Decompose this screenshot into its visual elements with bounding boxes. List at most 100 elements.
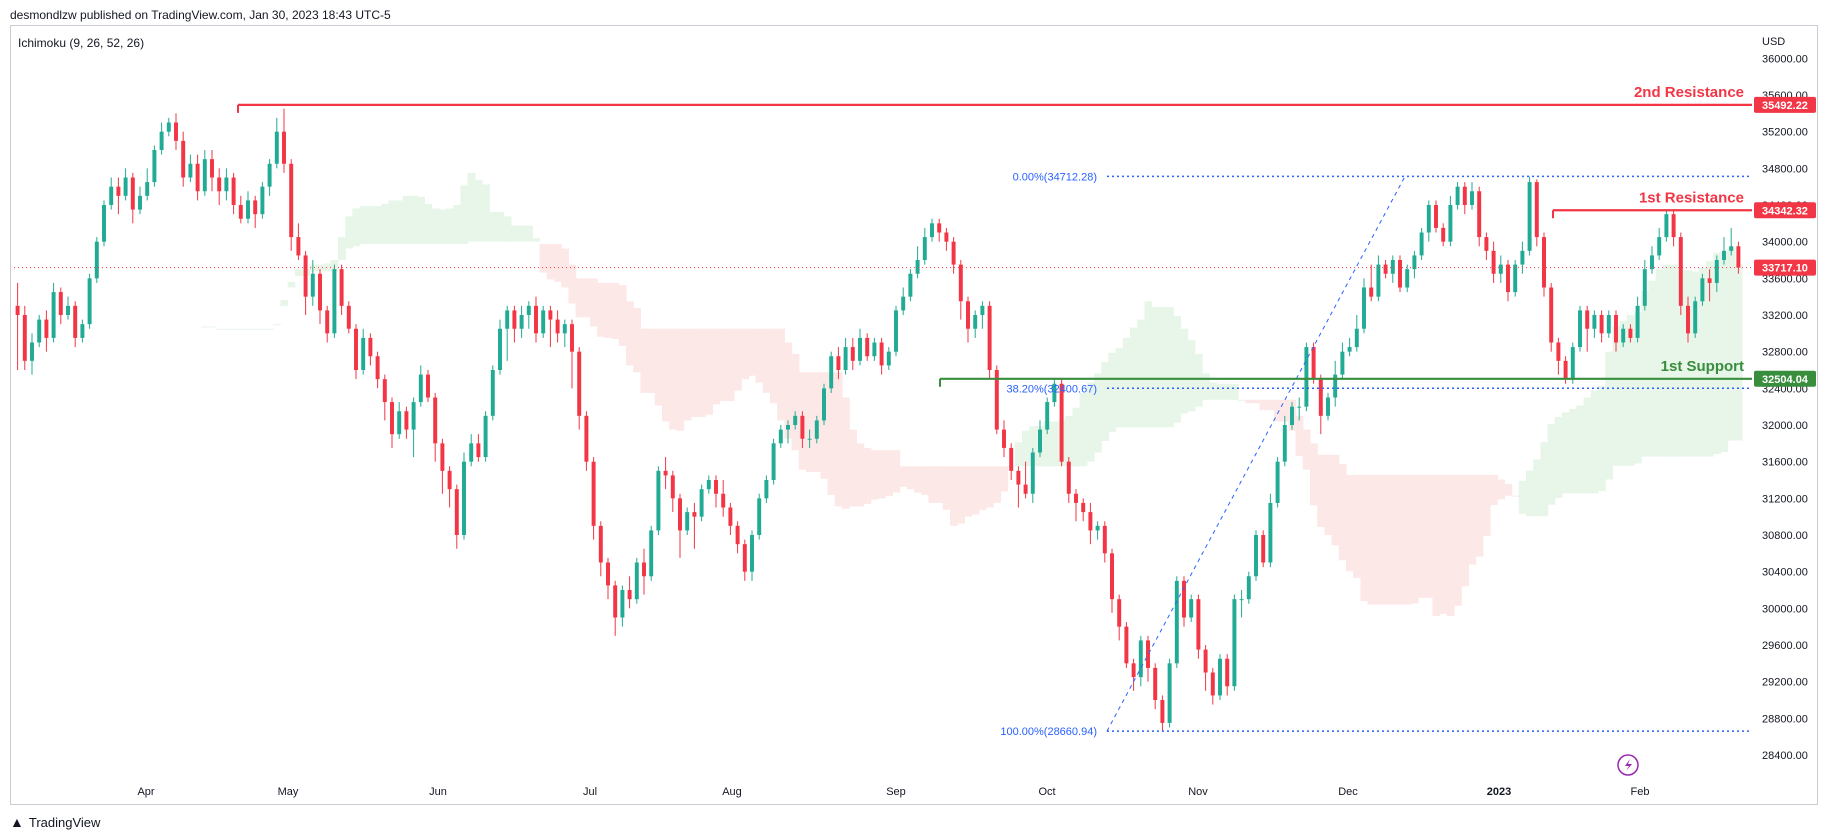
time-axis[interactable]: Apr May Jun Jul Aug Sep Oct Nov Dec 2023 Feb xyxy=(137,786,1649,798)
cloud-segment xyxy=(1252,399,1261,404)
price-tick-label: 33200.00 xyxy=(1762,310,1808,322)
candle-body xyxy=(238,205,243,219)
fibonacci-retracement[interactable]: 0.00%(34712.28) 38.20%(32400.67) 100.00%(2… xyxy=(1000,171,1750,738)
cloud-segment xyxy=(1526,470,1534,517)
price-tick-label: 35200.00 xyxy=(1762,127,1808,139)
candle-body xyxy=(66,305,70,315)
cloud-segment xyxy=(1094,373,1102,453)
price-axis[interactable]: 36000.0035600.0035200.0034800.0034400.00… xyxy=(1762,53,1808,762)
cloud-segment xyxy=(201,326,209,328)
cloud-segment xyxy=(1648,280,1657,457)
candle-body xyxy=(390,402,394,435)
candle-body xyxy=(303,255,308,297)
cloud-segment xyxy=(1454,474,1462,606)
cloud-segment xyxy=(921,466,929,495)
cloud-segment xyxy=(1396,474,1405,605)
candle-body xyxy=(1556,342,1561,361)
candle-body xyxy=(1426,205,1431,233)
cloud-segment xyxy=(266,328,274,330)
candle-body xyxy=(289,163,294,238)
candle-body xyxy=(598,525,603,563)
candle-body xyxy=(951,241,956,265)
candle-body xyxy=(850,347,855,361)
candle-body xyxy=(174,122,178,141)
candle-body xyxy=(807,438,812,440)
candle-body xyxy=(1441,227,1446,242)
candle-body xyxy=(339,269,344,306)
cloud-segment xyxy=(878,450,886,499)
candle-body xyxy=(1520,250,1525,265)
cloud-segment xyxy=(1590,390,1599,494)
cloud-segment xyxy=(604,282,613,338)
cloud-segment xyxy=(1130,327,1138,428)
candle-body xyxy=(512,310,517,329)
candle-body xyxy=(836,356,841,370)
candle-body xyxy=(318,273,322,311)
cloud-segment xyxy=(1698,268,1707,457)
cloud-segment xyxy=(618,285,627,346)
cloud-segment xyxy=(575,278,584,318)
candle-body xyxy=(152,150,157,183)
cloud-segment xyxy=(1346,474,1354,572)
support-resistance-levels[interactable]: 2nd Resistance 1st Resistance 1st Support xyxy=(14,84,1752,387)
indicator-label[interactable]: Ichimoku (9, 26, 52, 26) xyxy=(18,36,145,50)
candle-body xyxy=(858,337,862,361)
candle-body xyxy=(1311,347,1316,380)
cloud-segment xyxy=(1209,382,1217,400)
price-tick-label: 34000.00 xyxy=(1762,237,1808,249)
candle-body xyxy=(1189,599,1194,618)
cloud-segment xyxy=(1331,454,1340,546)
price-tag xyxy=(1754,202,1816,219)
fib-trend-line[interactable] xyxy=(1106,176,1406,732)
cloud-segment xyxy=(381,203,389,244)
cloud-segment xyxy=(352,208,361,247)
cloud-segment xyxy=(935,466,944,503)
cloud-segment xyxy=(1446,474,1455,617)
cloud-segment xyxy=(402,195,411,244)
candle-body xyxy=(685,512,690,531)
cloud-segment xyxy=(1360,474,1369,601)
time-tick-label: 2023 xyxy=(1487,786,1511,798)
time-tick-label: Nov xyxy=(1188,786,1208,798)
candle-body xyxy=(1722,250,1726,260)
candle-body xyxy=(1160,700,1165,723)
candle-body xyxy=(1462,186,1467,205)
flash-icon[interactable] xyxy=(1617,754,1639,776)
cloud-segment xyxy=(1302,429,1311,470)
cloud-segment xyxy=(719,328,728,401)
candle-body xyxy=(1102,525,1107,554)
cloud-segment xyxy=(453,205,461,244)
candle-body xyxy=(591,461,596,526)
candle-body xyxy=(879,342,884,366)
candle-body xyxy=(1290,406,1294,425)
candle-body xyxy=(944,232,949,242)
cloud-segment xyxy=(885,450,893,497)
candle-body xyxy=(454,489,459,535)
cloud-segment xyxy=(957,466,965,524)
cloud-segment xyxy=(1598,386,1606,491)
cloud-segment xyxy=(942,466,951,510)
candle-body xyxy=(1592,315,1597,329)
candle-body xyxy=(534,305,538,334)
cloud-segment xyxy=(993,466,1001,503)
cloud-segment xyxy=(532,238,541,242)
footer-brand[interactable]: ▲ TradingView xyxy=(10,814,100,830)
candle-body xyxy=(670,475,675,499)
candle-body xyxy=(994,370,999,430)
candle-body xyxy=(1635,305,1640,338)
cloud-segment xyxy=(1000,466,1009,492)
cloud-segment xyxy=(568,264,577,304)
candle-body xyxy=(656,470,661,531)
price-tag-label: 32504.04 xyxy=(1762,374,1809,386)
candle-body xyxy=(1354,328,1359,348)
cloud-segment xyxy=(978,466,987,510)
candle-body xyxy=(130,177,135,210)
cloud-segment xyxy=(1562,412,1570,494)
cloud-segment xyxy=(294,269,303,277)
candle-body xyxy=(246,200,250,219)
candle-body xyxy=(411,402,416,430)
candle-body xyxy=(109,186,114,205)
cloud-segment xyxy=(1151,306,1160,428)
candle-body xyxy=(1405,269,1410,288)
